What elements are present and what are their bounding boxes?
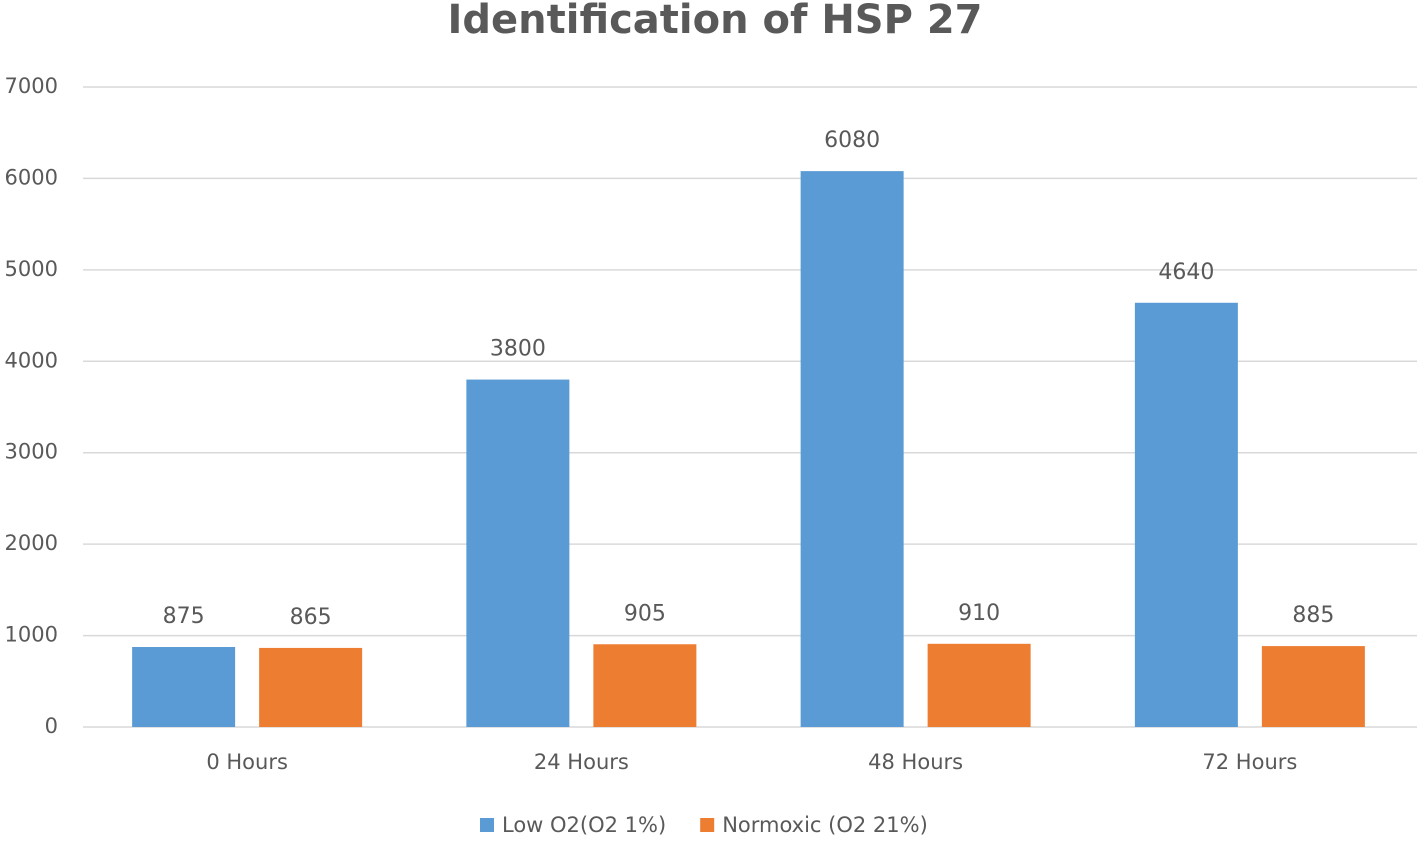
x-tick-label: 24 Hours: [534, 750, 629, 774]
x-tick-label: 48 Hours: [868, 750, 963, 774]
y-tick-label: 6000: [5, 165, 58, 189]
bar: [1261, 646, 1365, 727]
bar: [466, 379, 570, 727]
y-tick-label: 1000: [5, 623, 58, 647]
y-tick-label: 0: [45, 714, 58, 738]
y-tick-label: 5000: [5, 257, 58, 281]
bar: [1134, 302, 1238, 727]
y-tick-label: 3000: [5, 440, 58, 464]
data-label: 905: [624, 601, 666, 626]
x-tick-label: 0 Hours: [206, 750, 288, 774]
bar: [927, 643, 1031, 727]
y-tick-label: 2000: [5, 531, 58, 555]
y-tick-label: 7000: [5, 74, 58, 98]
legend-label: Normoxic (O2 21%): [722, 813, 928, 837]
data-label: 875: [163, 604, 205, 629]
legend-swatch: [480, 818, 494, 832]
bar: [593, 644, 697, 727]
data-label: 885: [1292, 603, 1334, 628]
y-tick-label: 4000: [5, 348, 58, 372]
bar: [259, 647, 363, 727]
x-tick-label: 72 Hours: [1202, 750, 1297, 774]
data-label: 865: [290, 605, 332, 630]
legend-label: Low O2(O2 1%): [502, 813, 666, 837]
data-label: 3800: [490, 337, 546, 362]
data-label: 4640: [1158, 260, 1214, 285]
legend-swatch: [700, 818, 715, 832]
bar: [132, 647, 236, 727]
data-label: 910: [958, 601, 1000, 626]
data-label: 6080: [824, 128, 880, 153]
bar: [800, 171, 904, 728]
chart-title: Identification of HSP 27: [447, 0, 982, 43]
